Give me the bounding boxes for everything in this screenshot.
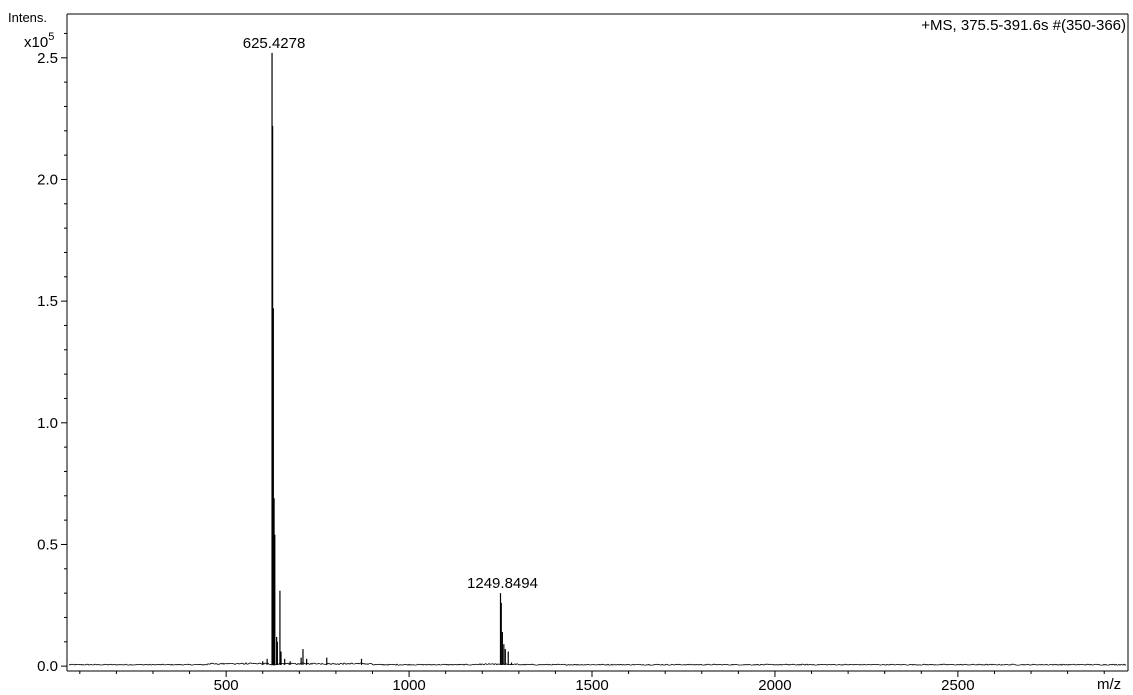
y-scale-base: x10 [24,34,48,51]
peak-annotations: 625.4278 1249.8494 [243,35,538,592]
x-tick-label: 2000 [758,677,791,694]
chart-title: +MS, 375.5-391.6s #(350-366) [921,17,1126,34]
y-tick-label: 2.0 [37,171,58,188]
baseline-trace [68,662,1127,666]
x-tick-label: 1000 [392,677,425,694]
y-axis-label: Intens. [8,10,47,25]
y-ticks: 0.0 0.5 1.0 1.5 2.0 2.5 [37,32,67,675]
peak-label: 625.4278 [243,35,306,52]
x-tick-label: 2500 [941,677,974,694]
chart-axes [66,13,1129,672]
y-tick-label: 0.0 [37,658,58,675]
x-axis-label: m/z [1097,676,1121,693]
spectrum-peaks [262,52,513,665]
y-tick-label: 1.5 [37,293,58,310]
spectrum-trace [68,662,1127,666]
x-tick-label: 1500 [575,677,608,694]
y-tick-label: 2.5 [37,50,58,67]
y-tick-label: 0.5 [37,536,58,553]
y-scale-exponent: 5 [48,31,54,43]
x-ticks: 500 1000 1500 2000 2500 [79,671,1105,694]
y-tick-label: 1.0 [37,415,58,432]
peak-label: 1249.8494 [467,575,538,592]
y-scale-label: x105 [24,31,54,51]
x-tick-label: 500 [214,677,239,694]
